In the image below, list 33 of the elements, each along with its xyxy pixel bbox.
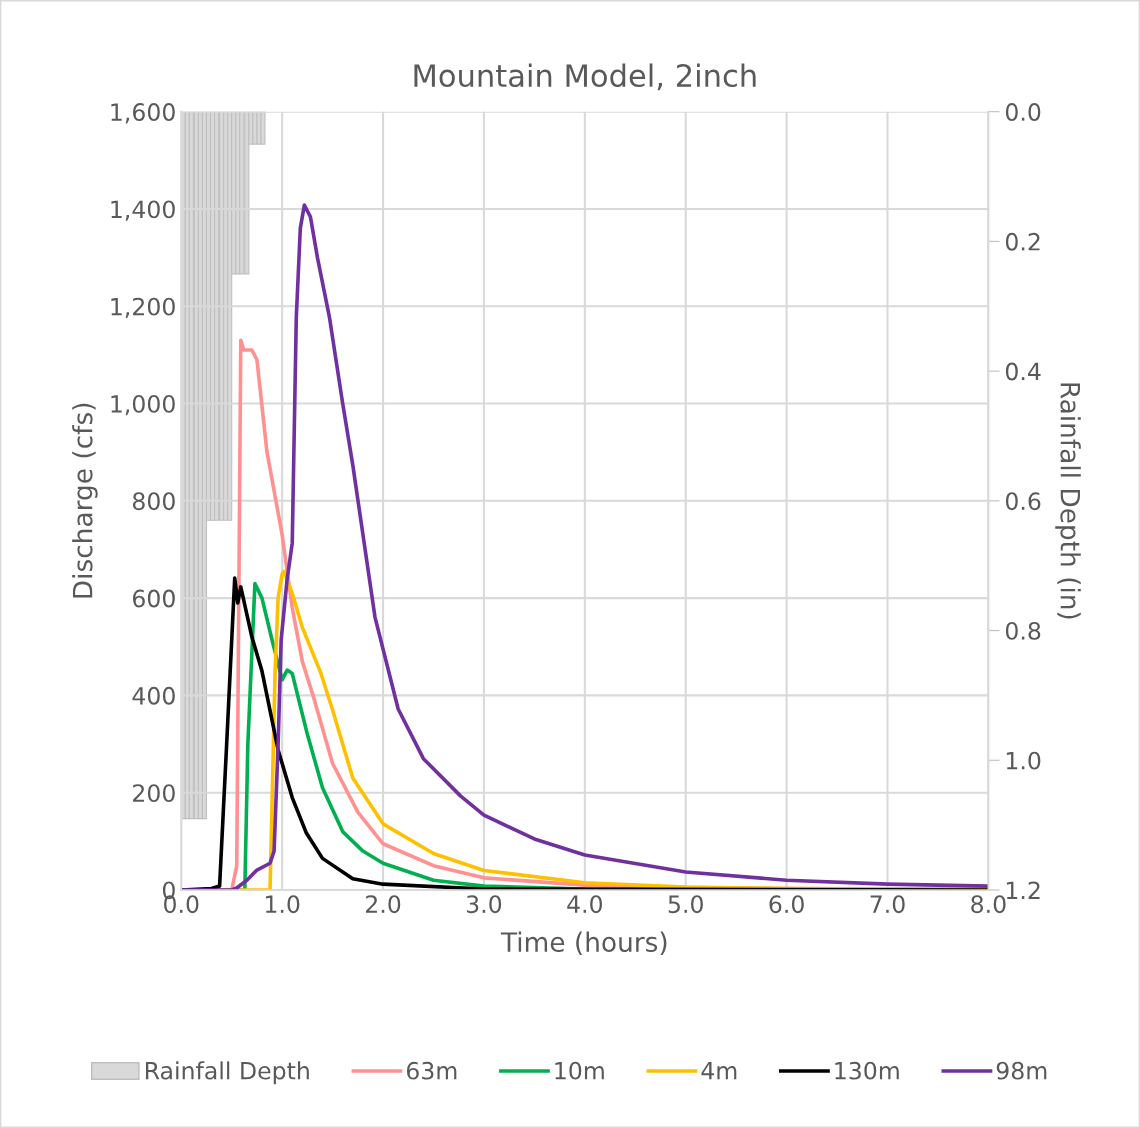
y-tick-label: 1,400 (111, 200, 175, 221)
chart-title: Mountain Model, 2inch (414, 63, 756, 91)
x-tick-label: 4.0 (567, 895, 603, 914)
y-tick-label: 1,600 (111, 103, 175, 124)
y-tick-label: 200 (133, 784, 175, 803)
y2-tick-label: 0.4 (1005, 362, 1041, 381)
y2-axis-title: Rainfall Depth (in) (1055, 383, 1081, 619)
y2-tick-label: 0.6 (1005, 492, 1041, 511)
y2-tick-label: 0.2 (1005, 232, 1040, 251)
legend-label: Rainfall Depth (145, 1061, 309, 1085)
x-tick-label: 1.0 (265, 895, 300, 914)
y-tick-label: 1,000 (111, 394, 175, 416)
y-tick-label: 800 (132, 492, 175, 511)
y2-tick-label: 0.0 (1005, 103, 1041, 121)
x-tick-label: 8.0 (971, 895, 1006, 914)
y2-tick-label: 1.2 (1006, 881, 1040, 899)
y-tick-label: 400 (132, 686, 175, 705)
legend-label: 98m (996, 1061, 1047, 1080)
y-tick-label: 600 (132, 589, 175, 608)
y-axis-title: Discharge (cfs) (72, 403, 98, 598)
y2-tick-label: 0.8 (1005, 622, 1041, 640)
legend-label: 63m (406, 1061, 457, 1080)
y2-tick-label: 1.0 (1006, 751, 1041, 770)
x-axis-title: Time (hours) (500, 931, 667, 956)
legend-label: 4m (701, 1062, 737, 1080)
x-tick-label: 5.0 (668, 895, 703, 914)
x-tick-label: 7.0 (870, 895, 905, 914)
x-tick-label: 6.0 (769, 895, 804, 914)
y-tick-label: 1,200 (111, 297, 175, 318)
legend-label: 10m (555, 1061, 604, 1080)
x-tick-label: 2.0 (366, 895, 401, 914)
x-tick-label: 3.0 (466, 895, 502, 914)
legend-label: 130m (835, 1061, 899, 1080)
